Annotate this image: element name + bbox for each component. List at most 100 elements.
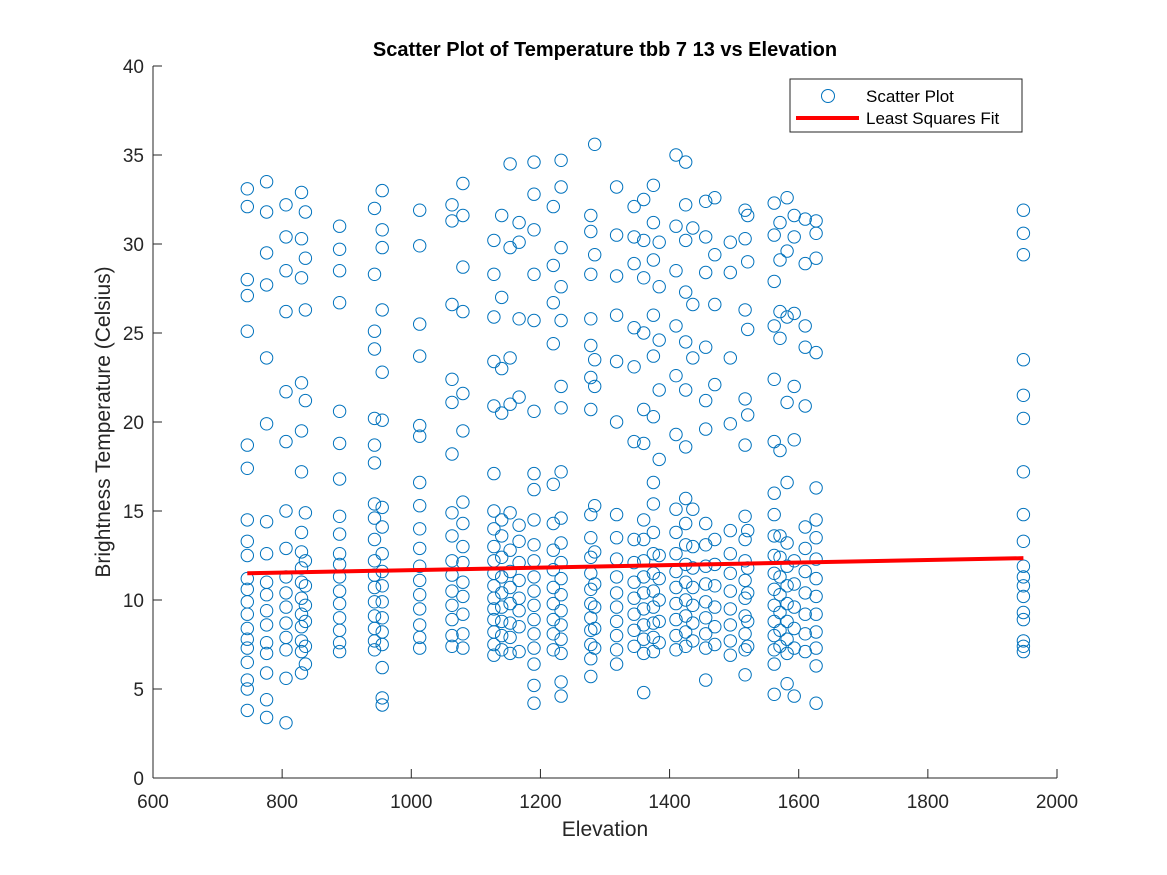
- scatter-point: [809, 659, 823, 673]
- scatter-point: [767, 486, 781, 500]
- scatter-point: [699, 577, 713, 591]
- scatter-point: [367, 267, 382, 281]
- scatter-point: [1016, 388, 1031, 402]
- scatter-point: [767, 228, 781, 242]
- scatter-point: [738, 232, 752, 246]
- scatter-point: [294, 545, 309, 559]
- scatter-point: [699, 230, 713, 244]
- scatter-point: [637, 192, 651, 207]
- scatter-point: [495, 406, 509, 420]
- scatter-point: [588, 641, 602, 655]
- scatter-point: [708, 600, 722, 614]
- fit-line-layer: [247, 556, 1024, 576]
- scatter-point: [773, 588, 787, 602]
- scatter-point: [708, 377, 722, 392]
- scatter-point: [413, 559, 427, 573]
- scatter-point: [627, 434, 641, 449]
- scatter-point: [413, 418, 427, 433]
- scatter-point: [679, 609, 693, 623]
- scatter-point: [609, 643, 624, 657]
- scatter-point: [609, 600, 624, 614]
- scatter-point: [512, 390, 526, 404]
- scatter-point: [445, 214, 459, 228]
- scatter-point: [637, 271, 651, 285]
- scatter-point: [240, 655, 255, 669]
- scatter-point: [798, 399, 812, 413]
- scatter-point: [637, 646, 651, 661]
- scatter-point: [298, 506, 313, 520]
- scatter-points: [240, 137, 1031, 730]
- scatter-point: [798, 520, 812, 534]
- scatter-point: [487, 233, 501, 248]
- scatter-point: [298, 205, 313, 219]
- scatter-point: [546, 596, 560, 611]
- scatter-point: [456, 607, 470, 621]
- scatter-point: [279, 264, 293, 278]
- scatter-point: [584, 669, 598, 684]
- scatter-point: [741, 614, 755, 629]
- scatter-point: [445, 612, 459, 627]
- scatter-point: [298, 639, 313, 653]
- scatter-point: [554, 280, 568, 294]
- x-tick-label: 800: [266, 792, 298, 813]
- scatter-point: [646, 475, 661, 490]
- scatter-point: [367, 554, 382, 568]
- scatter-point: [456, 208, 470, 223]
- scatter-point: [294, 575, 309, 589]
- scatter-point: [708, 532, 722, 547]
- scatter-point: [240, 461, 255, 475]
- scatter-point: [298, 554, 313, 568]
- scatter-point: [738, 627, 752, 641]
- scatter-point: [546, 612, 560, 627]
- scatter-point: [456, 424, 470, 438]
- scatter-point: [294, 424, 309, 438]
- scatter-point: [780, 579, 794, 593]
- scatter-point: [503, 543, 517, 557]
- scatter-point: [699, 393, 713, 408]
- scatter-point: [637, 513, 651, 527]
- scatter-point: [546, 296, 560, 310]
- scatter-point: [767, 657, 781, 671]
- scatter-point: [512, 235, 526, 249]
- scatter-point: [259, 575, 274, 589]
- scatter-point: [456, 304, 470, 319]
- scatter-point: [699, 673, 713, 687]
- scatter-point: [279, 600, 293, 614]
- scatter-point: [546, 627, 560, 641]
- scatter-point: [554, 571, 568, 586]
- scatter-point: [588, 353, 602, 367]
- scatter-point: [527, 696, 541, 710]
- scatter-point: [669, 643, 683, 657]
- scatter-point: [723, 351, 737, 365]
- scatter-point: [413, 641, 427, 655]
- scatter-point: [708, 620, 722, 634]
- scatter-point: [773, 215, 787, 230]
- scatter-point: [637, 326, 651, 340]
- scatter-point: [527, 155, 541, 169]
- scatter-point: [708, 191, 722, 205]
- x-tick-label: 600: [137, 792, 169, 813]
- legend: Scatter Plot Least Squares Fit: [789, 78, 1023, 133]
- scatter-point: [487, 612, 501, 627]
- scatter-point: [298, 657, 313, 671]
- scatter-point: [367, 456, 382, 470]
- scatter-point: [294, 607, 309, 621]
- scatter-point: [487, 399, 501, 413]
- scatter-point: [686, 561, 700, 575]
- scatter-point: [1016, 570, 1031, 584]
- scatter-point: [413, 618, 427, 632]
- scatter-point: [332, 611, 347, 625]
- scatter-point: [527, 223, 541, 237]
- scatter-point: [279, 504, 293, 518]
- scatter-point: [723, 547, 737, 561]
- scatter-point: [723, 523, 737, 538]
- scatter-point: [669, 612, 683, 627]
- y-tick-label: 15: [123, 502, 144, 523]
- scatter-point: [413, 573, 427, 588]
- scatter-point: [279, 304, 293, 319]
- scatter-point: [652, 280, 666, 294]
- scatter-point: [240, 548, 255, 563]
- scatter-point: [332, 527, 347, 541]
- scatter-point: [413, 239, 427, 253]
- scatter-point: [445, 198, 459, 212]
